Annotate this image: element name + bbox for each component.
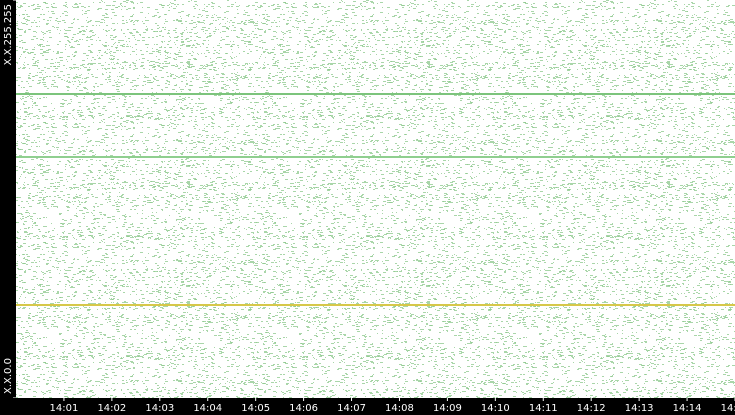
x-tick-label: 14:03: [145, 403, 174, 414]
x-tick-label: 14:09: [433, 403, 462, 414]
x-tick-label: 14:10: [481, 403, 510, 414]
x-tick-label: 14:01: [50, 403, 79, 414]
highlight-line: [16, 156, 735, 159]
x-tick-label: 14:07: [337, 403, 366, 414]
x-tick-label: 14:14: [673, 403, 702, 414]
y-tick-label: X.X.0.0: [3, 358, 14, 394]
x-axis-strip: [0, 398, 735, 415]
x-tick-label: 14:06: [289, 403, 318, 414]
y-axis-strip: [0, 0, 16, 415]
traffic-texture: [16, 0, 735, 398]
y-tick-label: X.X.255.255: [3, 4, 14, 65]
x-tick-label: 14:04: [193, 403, 222, 414]
x-tick-label: 14:05: [241, 403, 270, 414]
x-tick-label: 14:11: [529, 403, 558, 414]
x-tick-label: 14:15: [721, 403, 735, 414]
x-tick-label: 14:12: [577, 403, 606, 414]
highlight-line: [16, 304, 735, 307]
highlight-line: [16, 93, 735, 96]
x-tick-label: 14:08: [385, 403, 414, 414]
x-tick-label: 14:13: [625, 403, 654, 414]
x-tick-label: 14:02: [97, 403, 126, 414]
